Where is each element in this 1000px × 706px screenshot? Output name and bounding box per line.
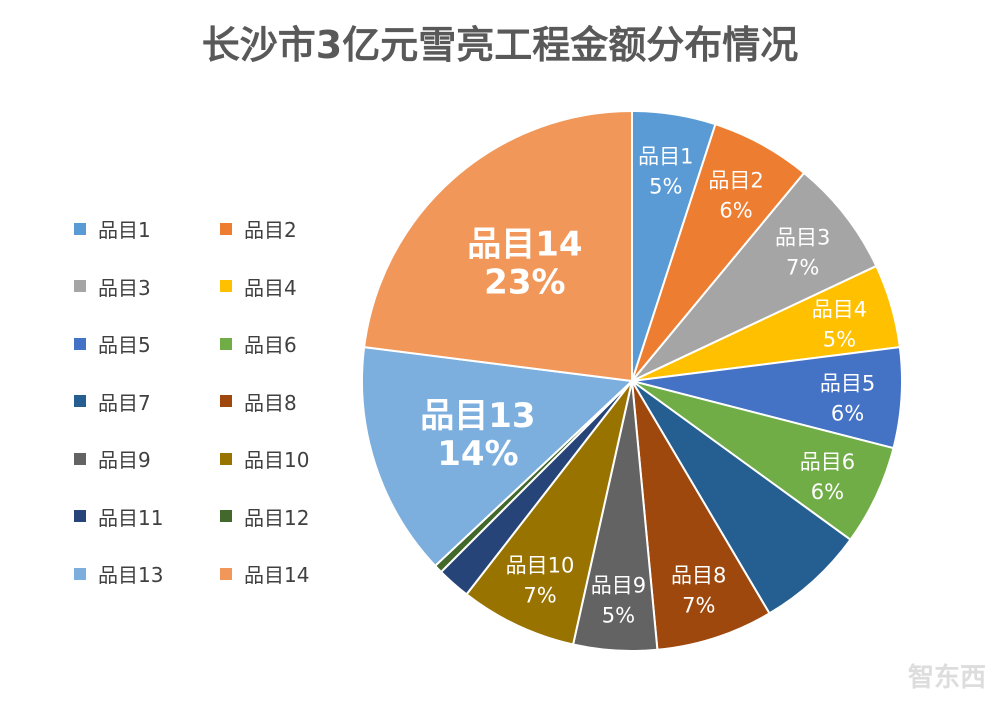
data-label-category: 品目8	[671, 563, 726, 587]
legend-item: 品目14	[220, 559, 309, 588]
legend-swatch	[220, 222, 232, 235]
legend-item: 品目8	[220, 387, 297, 416]
legend-item: 品目11	[74, 502, 163, 531]
legend-label: 品目8	[244, 390, 297, 415]
legend-label: 品目7	[98, 390, 151, 415]
legend-label: 品目14	[244, 563, 310, 587]
legend-label: 品目1	[98, 218, 151, 242]
legend-swatch	[74, 337, 86, 350]
legend-swatch	[220, 452, 232, 465]
legend-label: 品目12	[244, 505, 310, 530]
watermark-logo: 智东西	[907, 663, 986, 693]
data-label-percent: 7%	[523, 583, 556, 607]
legend-item: 品目10	[220, 444, 309, 473]
legend-label: 品目3	[98, 275, 151, 300]
data-label-percent: 7%	[682, 593, 715, 617]
legend-label: 品目13	[98, 563, 164, 587]
legend-label: 品目11	[98, 505, 164, 530]
legend-swatch	[74, 395, 86, 407]
data-label-category: 品目9	[591, 574, 646, 598]
legend-item: 品目12	[220, 502, 309, 531]
legend-item: 品目1	[74, 214, 151, 243]
data-label-category: 品目4	[812, 298, 867, 322]
data-label-category: 品目1	[638, 145, 693, 169]
legend-label: 品目2	[244, 218, 297, 242]
legend-label: 品目9	[98, 448, 151, 472]
data-label-percent: 6%	[811, 480, 844, 504]
legend-swatch	[74, 280, 86, 292]
data-label-category: 品目5	[820, 372, 875, 396]
data-label-percent: 5%	[823, 328, 856, 352]
legend-item: 品目9	[74, 444, 151, 473]
pie-slice-7	[631, 380, 852, 615]
legend-label: 品目10	[244, 448, 310, 472]
legend-swatch	[74, 452, 86, 465]
legend-item: 品目7	[74, 387, 151, 416]
data-label-category: 品目13	[420, 396, 535, 436]
legend-swatch	[74, 510, 86, 522]
data-label-percent: 5%	[649, 175, 682, 199]
data-label-category: 品目6	[800, 450, 855, 474]
pie-slice-14	[363, 109, 633, 383]
legend-item: 品目4	[220, 272, 297, 301]
pie-slice-10	[465, 380, 633, 646]
data-label-percent: 14%	[437, 434, 518, 474]
data-label-category: 品目10	[506, 553, 575, 577]
pie-slice-3	[631, 171, 878, 382]
legend-swatch	[220, 337, 232, 350]
pie-slice-13	[361, 346, 635, 568]
legend-swatch	[220, 567, 232, 580]
legend-swatch	[74, 222, 86, 235]
legend-swatch	[220, 395, 232, 407]
data-label-category: 品目14	[467, 224, 582, 264]
legend-label: 品目4	[244, 275, 297, 300]
legend-item: 品目3	[74, 272, 151, 301]
data-label-category: 品目3	[775, 226, 830, 250]
data-label-percent: 6%	[831, 402, 864, 426]
legend-item: 品目6	[220, 329, 297, 358]
data-label-category: 品目2	[708, 169, 763, 193]
legend-item: 品目5	[74, 329, 151, 358]
legend-swatch	[74, 567, 86, 580]
legend-item: 品目2	[220, 214, 297, 243]
data-label-percent: 23%	[484, 262, 565, 302]
legend-swatch	[220, 280, 232, 292]
legend-label: 品目6	[244, 333, 297, 357]
legend-label: 品目5	[98, 333, 151, 357]
chart-title: 长沙市3亿元雪亮工程金额分布情况	[201, 23, 799, 67]
pie-slice-8	[631, 380, 771, 651]
data-label-percent: 7%	[786, 256, 819, 280]
legend-swatch	[220, 510, 232, 522]
legend-item: 品目13	[74, 559, 163, 588]
data-label-percent: 5%	[602, 604, 635, 628]
data-label-percent: 6%	[719, 199, 752, 223]
